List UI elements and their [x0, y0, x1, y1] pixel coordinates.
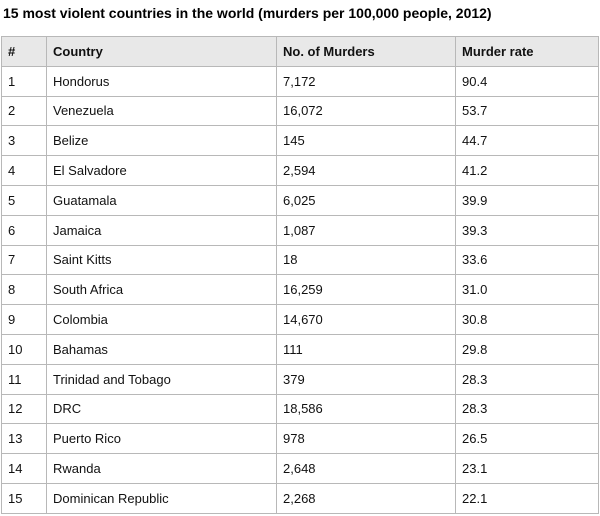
rank-cell: 13: [1, 423, 47, 455]
murder-rate-cell: 90.4: [455, 65, 599, 97]
murder-rate-cell: 39.9: [455, 184, 599, 216]
table-body: 1 Hondorus 7,172 90.4 2 Venezuela 16,072 53.7 3 B…: [1, 65, 599, 514]
murder-rate-cell: 39.3: [455, 214, 599, 246]
table-row: 11 Trinidad and Tobago 379 28.3: [1, 363, 599, 395]
murders-cell: 2,594: [276, 155, 456, 186]
rank-cell: 1: [1, 65, 47, 97]
murder-rate-cell: 29.8: [455, 333, 599, 365]
rank-cell: 12: [1, 393, 47, 425]
murders-cell: 14,670: [276, 304, 456, 335]
country-cell: Belize: [46, 125, 277, 157]
murder-rate-cell: 22.1: [455, 482, 599, 514]
rank-cell: 5: [1, 184, 47, 216]
rank-cell: 2: [1, 95, 47, 127]
page-title: 15 most violent countries in the world (…: [3, 5, 492, 21]
table-row: 10 Bahamas 111 29.8: [1, 333, 599, 365]
murder-rate-cell: 41.2: [455, 155, 599, 186]
country-cell: Saint Kitts: [46, 244, 277, 276]
murders-cell: 18: [276, 244, 456, 276]
murders-cell: 7,172: [276, 65, 456, 97]
table-row: 6 Jamaica 1,087 39.3: [1, 214, 599, 246]
country-cell: Trinidad and Tobago: [46, 363, 277, 395]
header-rank: #: [1, 36, 47, 67]
rank-cell: 8: [1, 274, 47, 306]
table-row: 13 Puerto Rico 978 26.5: [1, 423, 599, 455]
table-row: 7 Saint Kitts 18 33.6: [1, 244, 599, 276]
murders-cell: 1,087: [276, 214, 456, 246]
header-country: Country: [46, 36, 277, 67]
country-cell: Rwanda: [46, 453, 277, 484]
murders-cell: 978: [276, 423, 456, 455]
murder-rate-cell: 53.7: [455, 95, 599, 127]
country-cell: Venezuela: [46, 95, 277, 127]
rank-cell: 3: [1, 125, 47, 157]
murder-rate-cell: 28.3: [455, 363, 599, 395]
country-cell: Bahamas: [46, 333, 277, 365]
table-row: 4 El Salvadore 2,594 41.2: [1, 155, 599, 186]
rank-cell: 11: [1, 363, 47, 395]
header-row: # Country No. of Murders Murder rate: [1, 36, 599, 67]
murders-cell: 6,025: [276, 184, 456, 216]
rank-cell: 15: [1, 482, 47, 514]
murders-cell: 145: [276, 125, 456, 157]
rank-cell: 4: [1, 155, 47, 186]
country-cell: El Salvadore: [46, 155, 277, 186]
murders-cell: 16,259: [276, 274, 456, 306]
table-row: 12 DRC 18,586 28.3: [1, 393, 599, 425]
murder-rate-cell: 30.8: [455, 304, 599, 335]
murder-rate-cell: 31.0: [455, 274, 599, 306]
table-row: 2 Venezuela 16,072 53.7: [1, 95, 599, 127]
murders-cell: 2,648: [276, 453, 456, 484]
rank-cell: 9: [1, 304, 47, 335]
country-cell: South Africa: [46, 274, 277, 306]
murder-rate-cell: 28.3: [455, 393, 599, 425]
rank-cell: 6: [1, 214, 47, 246]
murder-rate-cell: 23.1: [455, 453, 599, 484]
country-cell: Puerto Rico: [46, 423, 277, 455]
murders-cell: 16,072: [276, 95, 456, 127]
country-cell: Jamaica: [46, 214, 277, 246]
country-cell: DRC: [46, 393, 277, 425]
table-row: 1 Hondorus 7,172 90.4: [1, 65, 599, 97]
header-murders: No. of Murders: [276, 36, 456, 67]
rank-cell: 14: [1, 453, 47, 484]
header-murder-rate: Murder rate: [455, 36, 599, 67]
murders-cell: 379: [276, 363, 456, 395]
rank-cell: 10: [1, 333, 47, 365]
murder-rate-table: # Country No. of Murders Murder rate 1 Ho…: [1, 36, 599, 514]
country-cell: Colombia: [46, 304, 277, 335]
table-row: 3 Belize 145 44.7: [1, 125, 599, 157]
murders-cell: 111: [276, 333, 456, 365]
murder-rate-cell: 26.5: [455, 423, 599, 455]
table-row: 9 Colombia 14,670 30.8: [1, 304, 599, 335]
country-cell: Hondorus: [46, 65, 277, 97]
table-row: 15 Dominican Republic 2,268 22.1: [1, 482, 599, 514]
table-row: 5 Guatamala 6,025 39.9: [1, 184, 599, 216]
murders-cell: 18,586: [276, 393, 456, 425]
rank-cell: 7: [1, 244, 47, 276]
country-cell: Dominican Republic: [46, 482, 277, 514]
murder-rate-cell: 33.6: [455, 244, 599, 276]
country-cell: Guatamala: [46, 184, 277, 216]
murder-rate-cell: 44.7: [455, 125, 599, 157]
table-row: 8 South Africa 16,259 31.0: [1, 274, 599, 306]
murders-cell: 2,268: [276, 482, 456, 514]
table-row: 14 Rwanda 2,648 23.1: [1, 453, 599, 484]
